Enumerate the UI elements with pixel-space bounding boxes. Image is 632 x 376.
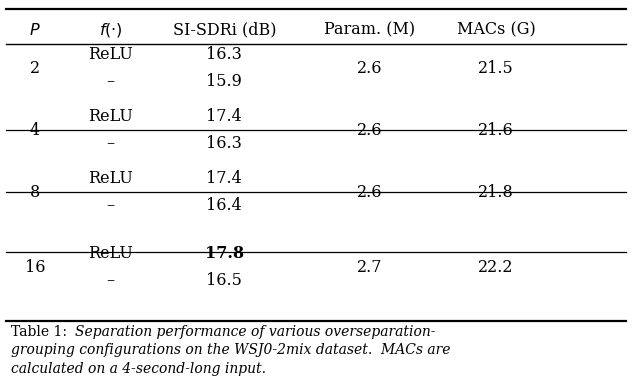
Text: Table 1:: Table 1: xyxy=(11,324,68,339)
Text: 17.4: 17.4 xyxy=(207,108,242,125)
Text: 21.8: 21.8 xyxy=(478,183,514,201)
Text: 2: 2 xyxy=(30,59,40,77)
Text: MACs (G): MACs (G) xyxy=(457,21,535,39)
Text: 16: 16 xyxy=(25,259,45,276)
Text: –: – xyxy=(107,272,114,290)
Text: grouping configurations on the WSJ0-2mix dataset.  MACs are: grouping configurations on the WSJ0-2mix… xyxy=(11,343,451,358)
Text: Separation performance of various overseparation-: Separation performance of various overse… xyxy=(75,324,435,339)
Text: 2.6: 2.6 xyxy=(357,121,382,139)
Text: ReLU: ReLU xyxy=(88,245,133,262)
Text: 8: 8 xyxy=(30,183,40,201)
Text: 4: 4 xyxy=(30,121,40,139)
Text: 15.9: 15.9 xyxy=(207,73,242,90)
Text: $P$: $P$ xyxy=(29,21,40,39)
Text: 16.5: 16.5 xyxy=(207,272,242,290)
Text: calculated on a 4-second-long input.: calculated on a 4-second-long input. xyxy=(11,362,266,376)
Text: –: – xyxy=(107,135,114,152)
Text: 16.3: 16.3 xyxy=(207,135,242,152)
Text: 16.3: 16.3 xyxy=(207,46,242,63)
Text: –: – xyxy=(107,73,114,90)
Text: –: – xyxy=(107,197,114,214)
Text: ReLU: ReLU xyxy=(88,170,133,187)
Text: 17.4: 17.4 xyxy=(207,170,242,187)
Text: 2.6: 2.6 xyxy=(357,183,382,201)
Text: 21.6: 21.6 xyxy=(478,121,514,139)
Text: Param. (M): Param. (M) xyxy=(324,21,415,39)
Text: ReLU: ReLU xyxy=(88,46,133,63)
Text: 22.2: 22.2 xyxy=(478,259,514,276)
Text: 16.4: 16.4 xyxy=(207,197,242,214)
Text: ReLU: ReLU xyxy=(88,108,133,125)
Text: 2.6: 2.6 xyxy=(357,59,382,77)
Text: 2.7: 2.7 xyxy=(357,259,382,276)
Text: 21.5: 21.5 xyxy=(478,59,514,77)
Text: $f(\cdot)$: $f(\cdot)$ xyxy=(99,21,123,39)
Text: 17.8: 17.8 xyxy=(205,245,244,262)
Text: SI-SDRi (dB): SI-SDRi (dB) xyxy=(173,21,276,39)
